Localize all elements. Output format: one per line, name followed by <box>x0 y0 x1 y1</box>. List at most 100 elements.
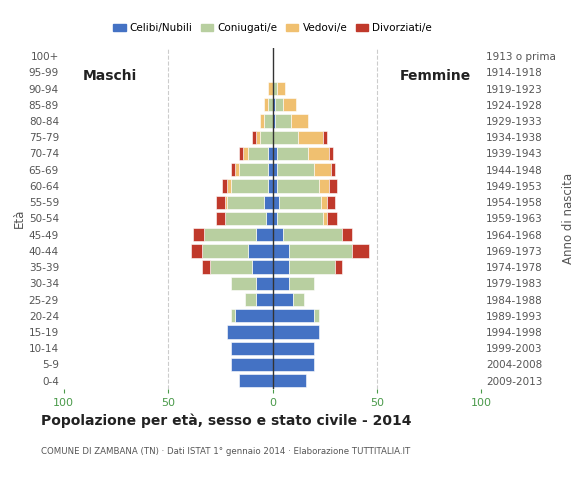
Bar <box>273 309 314 323</box>
Bar <box>273 276 289 290</box>
Bar <box>244 147 248 160</box>
Bar <box>329 180 338 192</box>
Y-axis label: Anno di nascita: Anno di nascita <box>561 173 575 264</box>
Bar <box>273 195 279 209</box>
Bar <box>273 131 298 144</box>
Bar <box>256 228 273 241</box>
Bar <box>248 147 269 160</box>
Bar <box>269 180 273 192</box>
Bar <box>275 114 291 128</box>
Bar <box>266 212 273 225</box>
Bar <box>216 195 224 209</box>
Bar <box>224 212 266 225</box>
Bar <box>269 147 273 160</box>
Bar <box>273 374 306 387</box>
Bar <box>277 180 318 192</box>
Bar <box>239 147 244 160</box>
Bar <box>264 195 273 209</box>
Bar <box>269 82 273 95</box>
Bar <box>191 244 202 257</box>
Bar <box>239 163 269 176</box>
Bar <box>245 293 256 306</box>
Bar <box>239 374 273 387</box>
Bar <box>231 342 273 355</box>
Bar <box>256 276 273 290</box>
Bar <box>264 98 269 111</box>
Bar <box>210 261 252 274</box>
Bar <box>256 131 260 144</box>
Bar <box>329 147 333 160</box>
Bar <box>352 244 369 257</box>
Bar <box>322 131 327 144</box>
Bar <box>327 195 335 209</box>
Bar <box>204 228 256 241</box>
Bar <box>298 131 322 144</box>
Bar <box>223 180 227 192</box>
Bar <box>231 358 273 371</box>
Bar <box>321 195 327 209</box>
Bar <box>248 244 273 257</box>
Bar <box>314 309 318 323</box>
Bar <box>273 325 318 339</box>
Bar <box>231 276 256 290</box>
Bar <box>273 293 293 306</box>
Bar <box>224 195 227 209</box>
Bar <box>273 342 314 355</box>
Bar <box>202 261 210 274</box>
Bar <box>273 98 275 111</box>
Text: COMUNE DI ZAMBANA (TN) · Dati ISTAT 1° gennaio 2014 · Elaborazione TUTTITALIA.IT: COMUNE DI ZAMBANA (TN) · Dati ISTAT 1° g… <box>41 446 410 456</box>
Bar <box>273 358 314 371</box>
Bar <box>202 244 248 257</box>
Bar <box>308 147 329 160</box>
Bar <box>252 261 273 274</box>
Bar <box>260 131 273 144</box>
Bar <box>231 163 235 176</box>
Bar <box>273 261 289 274</box>
Bar <box>277 163 314 176</box>
Bar <box>252 131 256 144</box>
Bar <box>216 212 224 225</box>
Bar <box>279 195 321 209</box>
Text: Popolazione per età, sesso e stato civile - 2014: Popolazione per età, sesso e stato civil… <box>41 413 411 428</box>
Bar <box>273 163 277 176</box>
Bar <box>283 228 342 241</box>
Bar <box>289 261 335 274</box>
Bar <box>273 82 277 95</box>
Bar <box>273 147 277 160</box>
Bar <box>273 180 277 192</box>
Bar <box>342 228 352 241</box>
Bar <box>235 309 273 323</box>
Bar <box>227 325 273 339</box>
Bar <box>289 276 314 290</box>
Bar <box>269 98 273 111</box>
Bar <box>277 212 322 225</box>
Bar <box>322 212 327 225</box>
Bar <box>231 309 235 323</box>
Bar <box>275 98 283 111</box>
Bar <box>264 114 273 128</box>
Bar <box>318 180 329 192</box>
Bar <box>231 180 269 192</box>
Bar <box>235 163 239 176</box>
Bar <box>273 212 277 225</box>
Bar <box>273 244 289 257</box>
Bar <box>291 114 308 128</box>
Bar <box>283 98 296 111</box>
Bar <box>335 261 342 274</box>
Text: Femmine: Femmine <box>400 69 471 83</box>
Bar <box>256 293 273 306</box>
Bar <box>260 114 264 128</box>
Text: Maschi: Maschi <box>82 69 137 83</box>
Bar <box>227 180 231 192</box>
Bar <box>327 212 338 225</box>
Bar <box>331 163 335 176</box>
Bar <box>269 163 273 176</box>
Bar <box>273 114 275 128</box>
Bar <box>293 293 304 306</box>
Bar <box>314 163 331 176</box>
Bar <box>193 228 204 241</box>
Bar <box>277 82 285 95</box>
Bar <box>289 244 352 257</box>
Bar <box>227 195 264 209</box>
Legend: Celibi/Nubili, Coniugati/e, Vedovi/e, Divorziati/e: Celibi/Nubili, Coniugati/e, Vedovi/e, Di… <box>109 19 436 37</box>
